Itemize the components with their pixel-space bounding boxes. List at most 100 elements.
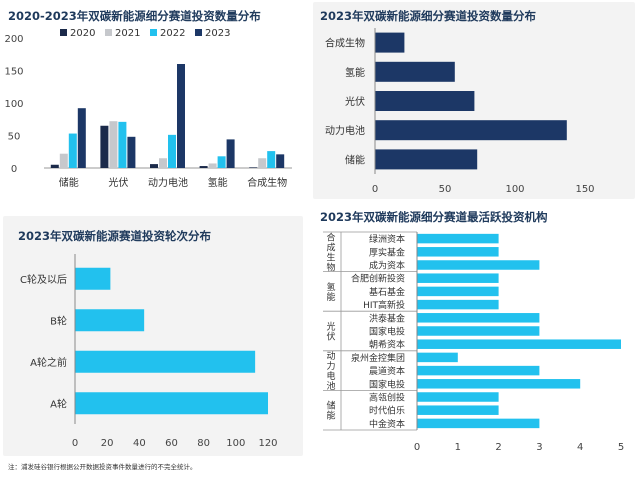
group-label-光伏: 光伏 xyxy=(326,321,335,343)
y-tick-label: 成为资本 xyxy=(369,260,405,272)
x-tick-label: 4 xyxy=(577,442,583,453)
chart1-title: 2020-2023年双碳新能源细分赛道投资数量分布 xyxy=(8,9,261,23)
bar-2023-储能 xyxy=(77,108,86,168)
y-tick-label: 国家电投 xyxy=(369,378,405,390)
bar-2022-氢能 xyxy=(217,156,226,168)
group-label-动力电池: 动力电池 xyxy=(326,351,335,392)
y-tick-label: 氢能 xyxy=(345,66,365,79)
y-tick-label: 100 xyxy=(4,99,23,110)
bar-2020-光伏 xyxy=(100,125,109,168)
legend-label: 2023 xyxy=(205,28,230,39)
x-tick-label: 3 xyxy=(536,442,542,453)
chart3-title: 2023年双碳新能源赛道投资轮次分布 xyxy=(18,229,212,243)
bar-成为资本 xyxy=(417,260,540,270)
bar-洪泰基金 xyxy=(417,313,540,323)
y-tick-label: 合肥创新投资 xyxy=(351,273,405,285)
bar-高瓴创投 xyxy=(417,392,499,402)
x-tick-label: 120 xyxy=(258,438,277,449)
footnote: 注：浦发硅谷银行根据公开数据投资事件数量进行的不完全统计。 xyxy=(8,463,197,471)
bar-2023-氢能 xyxy=(226,139,235,168)
bar-氢能 xyxy=(375,61,455,82)
bar-2023-合成生物 xyxy=(276,154,285,168)
bar-光伏 xyxy=(375,91,475,111)
bar-B轮 xyxy=(75,309,145,332)
bar-2020-氢能 xyxy=(199,166,208,168)
chart3-card xyxy=(3,216,303,456)
y-tick-label: 光伏 xyxy=(345,95,365,108)
y-tick-label: A轮之前 xyxy=(30,356,67,369)
bar-绿洲资本 xyxy=(417,233,499,244)
legend-label: 2022 xyxy=(160,28,185,39)
bar-2022-光伏 xyxy=(118,121,127,168)
x-tick-label: 100 xyxy=(226,438,245,449)
chart2-title: 2023年双碳新能源细分赛道投资数量分布 xyxy=(320,9,537,23)
y-tick-label: 动力电池 xyxy=(325,124,365,137)
y-tick-label: 洪泰基金 xyxy=(369,312,405,324)
bar-2022-储能 xyxy=(68,133,77,168)
legend-label: 2021 xyxy=(115,28,140,39)
y-tick-label: HIT高新投 xyxy=(363,299,405,311)
y-tick-label: 时代伯乐 xyxy=(369,405,405,417)
y-tick-label: 50 xyxy=(8,132,21,143)
bar-储能 xyxy=(375,149,478,170)
bar-朝希资本 xyxy=(417,339,621,349)
bar-2022-合成生物 xyxy=(267,151,276,168)
bar-2021-动力电池 xyxy=(159,158,167,168)
x-tick-label: 动力电池 xyxy=(148,176,188,189)
y-tick-label: 厚实基金 xyxy=(369,246,405,258)
bar-2023-光伏 xyxy=(127,136,136,168)
legend-swatch-2023 xyxy=(195,29,202,36)
x-tick-label: 20 xyxy=(101,438,114,449)
y-tick-label: 朝希资本 xyxy=(369,339,405,351)
x-tick-label: 0 xyxy=(72,438,78,449)
bar-2020-动力电池 xyxy=(150,164,158,168)
x-tick-label: 氢能 xyxy=(208,176,228,189)
y-tick-label: 基石基金 xyxy=(369,286,405,298)
y-tick-label: 绿洲资本 xyxy=(369,233,405,245)
x-tick-label: 1 xyxy=(455,442,461,453)
y-tick-label: A轮 xyxy=(50,397,67,410)
legend-swatch-2021 xyxy=(105,29,112,36)
group-label-合成生物: 合成生物 xyxy=(326,231,335,273)
legend-swatch-2022 xyxy=(150,29,157,36)
x-tick-label: 40 xyxy=(133,438,146,449)
y-tick-label: 0 xyxy=(11,164,17,175)
y-tick-label: 高瓴创投 xyxy=(369,392,405,404)
chart1-grouped-bar: 0 50 100 150 200 储能 光伏 动力电池 氢能 合成生物 2020 2021 2022 20… xyxy=(4,28,292,189)
chart4-title: 2023年双碳新能源细分赛道最活跃投资机构 xyxy=(320,210,548,224)
x-tick-label: 150 xyxy=(575,184,594,195)
y-tick-label: 200 xyxy=(4,34,23,45)
bar-晨道资本 xyxy=(417,365,540,376)
bar-基石基金 xyxy=(417,286,499,297)
group-label-储能: 储能 xyxy=(326,400,335,422)
bar-国家电投 xyxy=(417,379,581,389)
y-tick-label: C轮及以后 xyxy=(20,273,67,286)
y-tick-label: 储能 xyxy=(345,153,365,166)
x-tick-label: 80 xyxy=(197,438,210,449)
y-tick-label: 国家电投 xyxy=(369,326,405,338)
x-tick-label: 5 xyxy=(618,442,624,453)
x-tick-label: 60 xyxy=(165,438,178,449)
x-tick-label: 储能 xyxy=(59,176,79,189)
bar-2020-储能 xyxy=(50,164,59,168)
bar-2021-氢能 xyxy=(208,163,217,168)
bar-国家电投 xyxy=(417,326,540,336)
y-tick-label: 晨道资本 xyxy=(369,365,405,377)
x-tick-label: 光伏 xyxy=(108,176,128,189)
bar-2021-合成生物 xyxy=(258,158,267,168)
bar-合肥创新投资 xyxy=(417,273,499,283)
legend-label: 2020 xyxy=(70,28,95,39)
bar-动力电池 xyxy=(375,120,567,141)
bar-A轮之前 xyxy=(75,350,256,373)
bar-厚实基金 xyxy=(417,247,499,257)
x-tick-label: 2 xyxy=(495,442,501,453)
x-tick-label: 合成生物 xyxy=(247,176,287,189)
x-tick-label: 0 xyxy=(372,184,378,195)
bar-2020-合成生物 xyxy=(249,167,258,168)
y-tick-label: 泉州金控集团 xyxy=(351,352,405,364)
x-tick-label: 50 xyxy=(439,184,452,195)
bar-时代伯乐 xyxy=(417,405,499,415)
chart3-horizontal-bar: C轮及以后 B轮 A轮之前 A轮 0 20 40 60 80 100 120 xyxy=(20,254,278,449)
